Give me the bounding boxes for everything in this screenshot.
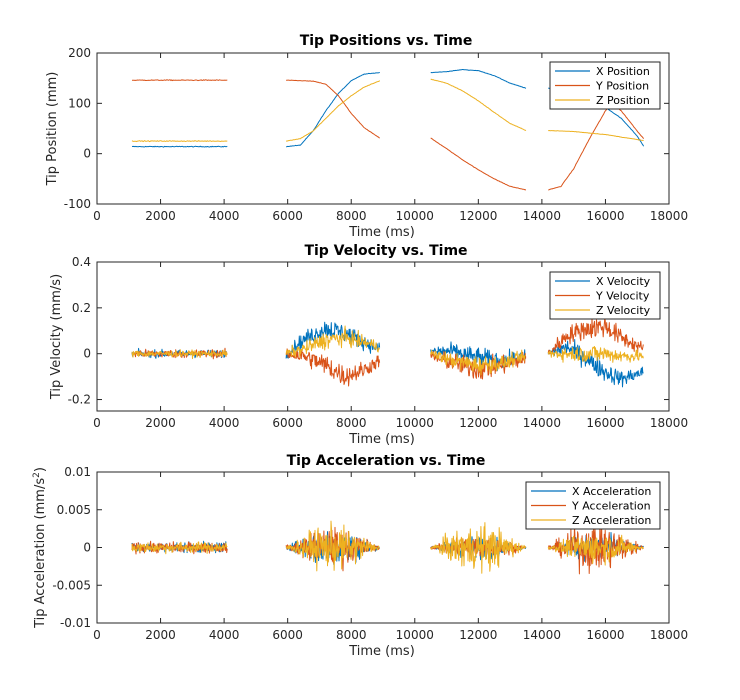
x-tick-label: 14000 — [523, 209, 561, 223]
x-tick-label: 18000 — [650, 628, 688, 642]
x-tick-label: 14000 — [523, 628, 561, 642]
y-tick-label: 0.01 — [64, 465, 91, 479]
x-tick-label: 2000 — [145, 416, 176, 430]
y-tick-label: -100 — [64, 197, 91, 211]
x-tick-label: 10000 — [396, 416, 434, 430]
y-axis-label: Tip Velocity (mm/s) — [49, 274, 64, 400]
series-line-1-segment-4 — [547, 339, 644, 388]
y-tick-label: -0.01 — [60, 616, 91, 630]
legend-label-2: Y Velocity — [595, 290, 650, 303]
x-tick-label: 8000 — [336, 416, 367, 430]
series-line-2-segment-4 — [548, 102, 645, 191]
x-tick-label: 12000 — [459, 209, 497, 223]
series-line-2-segment-2 — [285, 348, 381, 387]
y-tick-label: 0.005 — [57, 503, 91, 517]
x-tick-label: 2000 — [145, 209, 176, 223]
series-line-3-segment-4 — [547, 346, 644, 363]
x-axis-label: Time (ms) — [348, 225, 415, 240]
series-line-3-segment-4 — [548, 130, 644, 141]
legend-label-2: Y Acceleration — [571, 500, 651, 513]
x-tick-label: 6000 — [272, 209, 303, 223]
y-axis-label: Tip Position (mm) — [45, 72, 60, 187]
series-group — [131, 69, 645, 191]
series-group — [131, 317, 644, 388]
x-tick-label: 0 — [93, 416, 101, 430]
x-tick-label: 12000 — [459, 628, 497, 642]
x-tick-label: 16000 — [586, 628, 624, 642]
y-tick-label: 200 — [68, 46, 91, 60]
series-line-2-segment-4 — [547, 317, 644, 355]
legend-label-1: X Position — [596, 65, 650, 78]
series-line-3-segment-3 — [430, 349, 527, 376]
series-line-3-segment-2 — [285, 325, 381, 358]
series-line-2-segment-1 — [131, 79, 228, 82]
y-tick-label: 0 — [83, 147, 91, 161]
x-tick-label: 10000 — [396, 628, 434, 642]
chart-title: Tip Velocity vs. Time — [304, 243, 467, 259]
axes-box — [96, 261, 670, 412]
y-tick-label: 0 — [83, 347, 91, 361]
series-line-3-segment-4 — [547, 534, 644, 566]
legend-label-3: Z Velocity — [596, 304, 651, 317]
y-tick-label: 0.4 — [72, 255, 91, 269]
series-line-2-segment-3 — [430, 137, 527, 191]
y-axis-label: Tip Acceleration (mm/s2) — [32, 467, 48, 629]
y-tick-label: 100 — [68, 96, 91, 110]
legend-label-3: Z Acceleration — [572, 514, 651, 527]
chart-title: Tip Acceleration vs. Time — [287, 453, 486, 469]
x-tick-label: 8000 — [336, 209, 367, 223]
x-tick-label: 2000 — [145, 628, 176, 642]
series-group — [131, 520, 644, 575]
x-tick-label: 16000 — [586, 416, 624, 430]
y-tick-label: -0.2 — [68, 393, 91, 407]
chart-panel-1: 0 2000 4000 6000 8000 10000 12000 14000 16000 180… — [45, 33, 688, 240]
x-tick-label: 0 — [93, 628, 101, 642]
series-line-1-segment-2 — [286, 72, 380, 148]
x-axis-label: Time (ms) — [348, 644, 415, 659]
axes-box — [96, 52, 670, 205]
series-line-3-segment-3 — [430, 78, 527, 132]
x-tick-label: 18000 — [650, 209, 688, 223]
x-tick-label: 6000 — [272, 416, 303, 430]
series-line-3-segment-1 — [131, 140, 228, 143]
series-line-1-segment-3 — [430, 69, 527, 89]
series-line-3-segment-1 — [131, 349, 228, 360]
x-tick-label: 4000 — [209, 628, 240, 642]
series-line-3-segment-1 — [131, 541, 228, 555]
series-line-3-segment-2 — [285, 520, 380, 572]
x-tick-label: 4000 — [209, 209, 240, 223]
x-tick-label: 12000 — [459, 416, 497, 430]
y-tick-label: 0.2 — [72, 301, 91, 315]
x-tick-label: 8000 — [336, 628, 367, 642]
chart-title: Tip Positions vs. Time — [300, 33, 473, 49]
x-axis-label: Time (ms) — [348, 432, 415, 447]
legend-label-2: Y Position — [595, 80, 649, 93]
legend-label-1: X Velocity — [596, 275, 651, 288]
y-tick-label: 0 — [83, 541, 91, 555]
x-tick-label: 6000 — [272, 628, 303, 642]
legend-label-1: X Acceleration — [572, 485, 651, 498]
y-tick-label: -0.005 — [52, 578, 91, 592]
legend-label-3: Z Position — [596, 94, 650, 107]
chart-panel-2: 0 2000 4000 6000 8000 10000 12000 14000 16000 180… — [49, 243, 688, 447]
series-line-3-segment-3 — [430, 522, 527, 574]
x-tick-label: 4000 — [209, 416, 240, 430]
x-tick-label: 14000 — [523, 416, 561, 430]
series-line-1-segment-1 — [131, 145, 228, 148]
series-line-3-segment-2 — [286, 80, 381, 142]
x-tick-label: 0 — [93, 209, 101, 223]
x-tick-label: 10000 — [396, 209, 434, 223]
chart-panel-3: 0 2000 4000 6000 8000 10000 12000 14000 16000 180… — [32, 453, 688, 659]
x-tick-label: 18000 — [650, 416, 688, 430]
x-tick-label: 16000 — [586, 209, 624, 223]
series-line-2-segment-2 — [285, 79, 380, 139]
